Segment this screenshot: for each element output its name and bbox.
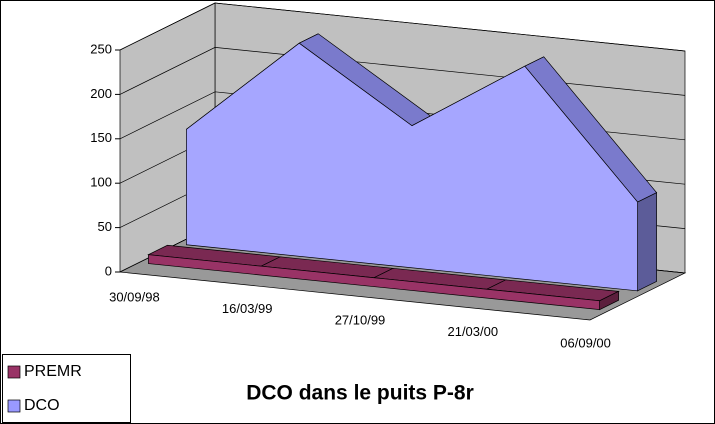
area: [186, 42, 638, 292]
x-tick-label: 16/03/99: [222, 301, 273, 316]
grid-line: [119, 2, 686, 52]
area: [148, 254, 600, 311]
legend-label: DCO: [24, 397, 60, 414]
x-tick-label: 06/09/00: [560, 335, 611, 350]
x-tick-label: 21/03/00: [447, 324, 498, 339]
y-tick-label: 250: [90, 41, 112, 56]
marks: [147, 33, 658, 311]
chart-title: DCO dans le puits P-8r: [246, 382, 474, 405]
y-tick-label: 200: [90, 86, 112, 101]
y-tick-label: 100: [90, 175, 112, 190]
y-tick-label: 50: [98, 219, 112, 234]
x-tick-label: 30/09/98: [109, 289, 160, 304]
legend-box: [2, 354, 131, 423]
x-tick-label: 27/10/99: [335, 312, 386, 327]
legend-swatch: [7, 399, 21, 413]
area-side: [637, 192, 657, 292]
y-tick-label: 0: [105, 263, 112, 278]
y-tick-label: 150: [90, 130, 112, 145]
legend-swatch: [7, 365, 21, 379]
legend-label: PREMR: [24, 363, 82, 380]
